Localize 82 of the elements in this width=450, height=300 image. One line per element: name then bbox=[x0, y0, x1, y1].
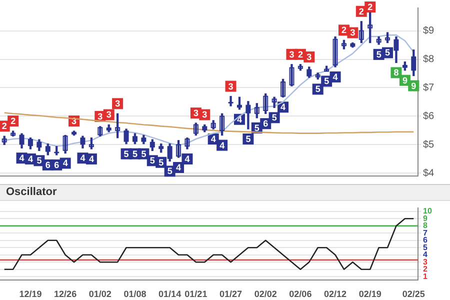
text: 2 bbox=[341, 25, 346, 36]
text: 9 bbox=[411, 80, 416, 91]
text: 5 bbox=[132, 148, 138, 159]
text: 5 bbox=[158, 157, 164, 168]
text: 6 bbox=[45, 160, 50, 170]
text: 2 bbox=[10, 116, 16, 126]
text: 5 bbox=[246, 134, 251, 144]
text: 9 bbox=[402, 75, 408, 86]
text: 3 bbox=[350, 28, 356, 38]
text: 5 bbox=[376, 49, 382, 60]
x-tick-label: 02/02 bbox=[254, 289, 277, 300]
text: 3 bbox=[228, 81, 234, 92]
y-tick-label: $5 bbox=[423, 139, 435, 150]
text: 5 bbox=[272, 112, 277, 123]
text: 4 bbox=[62, 158, 68, 168]
text: 5 bbox=[167, 166, 172, 176]
text: 4 bbox=[236, 114, 242, 124]
candlestick bbox=[184, 138, 190, 150]
y-tick-label: 9 bbox=[423, 214, 428, 223]
text: 5 bbox=[36, 156, 42, 166]
text: 3 bbox=[306, 52, 312, 62]
y-tick-label: 7 bbox=[423, 228, 428, 238]
y-tick-label: $9 bbox=[423, 26, 435, 37]
x-tick-label: 12/19 bbox=[19, 289, 42, 300]
text: 4 bbox=[176, 162, 182, 172]
text: 6 bbox=[263, 118, 268, 129]
y-tick-label: 5 bbox=[423, 242, 428, 252]
y-tick-label: $6 bbox=[423, 110, 435, 122]
text: 3 bbox=[193, 108, 198, 118]
text: 4 bbox=[280, 102, 286, 112]
y-tick-label: 10 bbox=[423, 206, 432, 216]
y-tick-label: $7 bbox=[423, 82, 435, 94]
text: 4 bbox=[184, 154, 190, 164]
candlestick bbox=[376, 36, 382, 45]
x-tick-label: 01/27 bbox=[220, 289, 242, 300]
x-tick-label: 12/26 bbox=[54, 289, 77, 300]
text: 5 bbox=[315, 84, 320, 94]
text: 5 bbox=[124, 148, 129, 159]
text: 5 bbox=[141, 148, 146, 159]
text: 5 bbox=[324, 76, 330, 86]
text: 5 bbox=[150, 156, 155, 166]
candlestick bbox=[228, 96, 234, 106]
y-tick-label: 4 bbox=[423, 250, 428, 260]
candlestick bbox=[62, 134, 68, 154]
y-tick-label: 6 bbox=[423, 236, 428, 245]
text: 3 bbox=[106, 110, 112, 120]
candlestick bbox=[289, 64, 294, 86]
text: 4 bbox=[80, 153, 86, 164]
x-tick-label: 01/21 bbox=[184, 289, 208, 300]
text: 3 bbox=[115, 98, 120, 109]
text: 5 bbox=[254, 122, 260, 133]
y-tick-label: 1 bbox=[423, 272, 428, 281]
x-tick-label: 01/14 bbox=[158, 289, 182, 300]
text: 3 bbox=[98, 111, 103, 122]
text: 4 bbox=[28, 154, 33, 164]
x-tick-label: 02/19 bbox=[358, 289, 382, 300]
y-tick-label: 3 bbox=[423, 257, 428, 266]
text: 6 bbox=[54, 160, 60, 170]
x-tick-label: 02/12 bbox=[324, 289, 347, 300]
text: 4 bbox=[88, 154, 94, 164]
candlestick bbox=[332, 36, 338, 68]
y-tick-label: $8 bbox=[423, 54, 435, 66]
x-tick-label: 01/02 bbox=[88, 289, 112, 300]
text: 4 bbox=[332, 72, 338, 82]
x-tick-label: 01/08 bbox=[124, 289, 146, 300]
text: 4 bbox=[19, 153, 24, 164]
text: 8 bbox=[394, 68, 399, 78]
chart-title: Oscillator bbox=[0, 184, 450, 201]
y-tick-label: $4 bbox=[423, 168, 435, 179]
text: 2 bbox=[298, 49, 303, 60]
text: 4 bbox=[220, 140, 225, 150]
y-tick-label: 8 bbox=[423, 221, 428, 230]
text: 2 bbox=[368, 2, 373, 12]
text: 2 bbox=[2, 121, 7, 132]
text: 4 bbox=[210, 134, 216, 144]
x-tick-label: 02/06 bbox=[289, 289, 312, 300]
y-tick-label: 2 bbox=[423, 264, 428, 274]
text: 3 bbox=[289, 49, 294, 60]
text: 2 bbox=[358, 6, 364, 16]
x-tick-label: 02/25 bbox=[402, 289, 425, 300]
text: 3 bbox=[202, 110, 208, 120]
text: 5 bbox=[385, 48, 390, 58]
